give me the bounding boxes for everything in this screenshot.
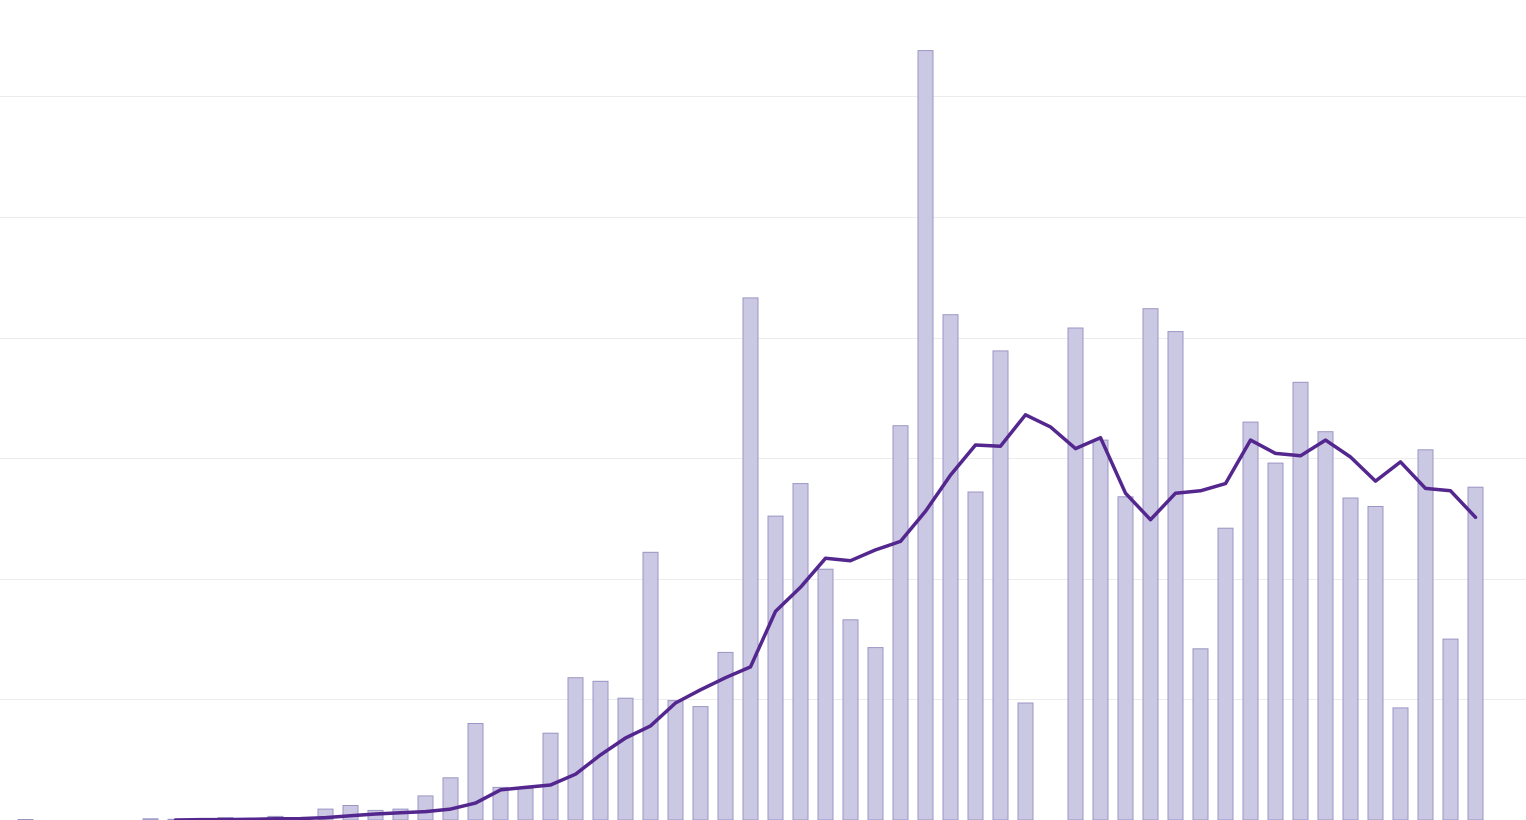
- bar: [1092, 439, 1109, 820]
- bar: [1342, 497, 1359, 820]
- bar: [467, 723, 484, 820]
- bar: [1317, 431, 1334, 820]
- bar: [1067, 327, 1084, 820]
- bar: [817, 568, 834, 820]
- bar: [992, 350, 1009, 820]
- bar: [492, 786, 509, 820]
- bar: [1017, 702, 1034, 820]
- bar: [567, 677, 584, 820]
- bar: [442, 777, 459, 820]
- bar: [1417, 449, 1434, 820]
- bar: [1367, 506, 1384, 820]
- bar: [742, 297, 759, 820]
- bar: [1467, 486, 1484, 820]
- bar: [517, 788, 534, 820]
- bar: [1142, 308, 1159, 820]
- bar: [417, 795, 434, 820]
- bar: [1167, 331, 1184, 820]
- bar: [842, 619, 859, 820]
- moving-average-line: [173, 413, 1478, 820]
- bar: [617, 697, 634, 820]
- bar: [967, 491, 984, 820]
- bar: [1117, 496, 1134, 820]
- bar: [717, 651, 734, 820]
- bar: [867, 647, 884, 820]
- bar: [792, 483, 809, 820]
- bar: [1292, 381, 1309, 820]
- bar: [917, 50, 934, 820]
- bar: [1392, 707, 1409, 820]
- bar: [1267, 462, 1284, 820]
- bar: [692, 706, 709, 820]
- bar-series: [17, 50, 1484, 820]
- bar: [642, 551, 659, 820]
- bar: [892, 425, 909, 820]
- bar: [767, 515, 784, 820]
- bar: [1192, 648, 1209, 820]
- line-series: [173, 413, 1478, 820]
- bar: [542, 732, 559, 820]
- bar: [1442, 638, 1459, 820]
- bar: [942, 314, 959, 820]
- bar: [1242, 421, 1259, 820]
- bar: [1217, 527, 1234, 820]
- bar: [667, 700, 684, 820]
